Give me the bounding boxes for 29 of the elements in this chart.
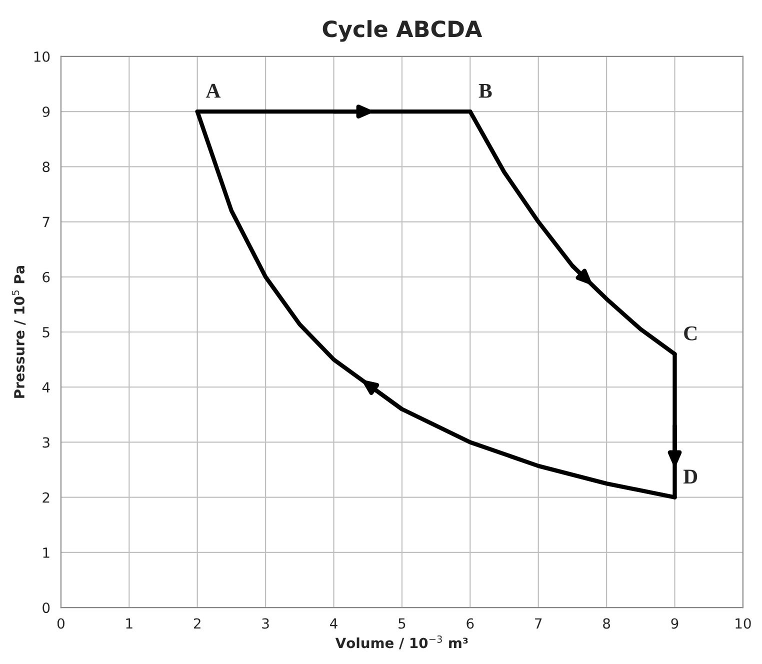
annotation: D <box>683 470 698 484</box>
y-tick-label: 7 <box>42 216 50 228</box>
x-tick-label: 2 <box>194 618 200 629</box>
annotation: B <box>478 84 492 98</box>
x-tick-label: 1 <box>126 618 132 629</box>
x-tick-label: 7 <box>535 618 542 629</box>
y-tick-label: 6 <box>42 272 50 282</box>
y-tick-label: 9 <box>42 106 50 118</box>
annotation: C <box>684 326 697 340</box>
x-tick-label: 4 <box>330 618 338 629</box>
y-tick-label: 2 <box>42 492 50 503</box>
y-tick-label: 4 <box>42 382 50 392</box>
y-tick-label: 3 <box>42 437 50 448</box>
annotation: A <box>206 84 221 98</box>
x-tick-label: 6 <box>466 618 474 629</box>
y-tick-label: 0 <box>42 602 50 614</box>
x-axis-title: Volume / 10$^{−3}$ m³ <box>335 635 468 650</box>
y-tick-label: 5 <box>42 327 50 338</box>
x-tick-label: 9 <box>671 618 678 629</box>
y-axis-title: Pressure / 10$^{5}$ Pa <box>12 266 26 398</box>
x-tick-label: 8 <box>603 618 610 629</box>
x-tick-label: 3 <box>262 618 269 629</box>
x-tick-label: 5 <box>398 618 406 629</box>
y-tick-label: 8 <box>42 162 50 172</box>
x-tick-label: 10 <box>736 618 751 629</box>
x-tick-label: 0 <box>57 618 64 629</box>
chart-title: Cycle ABCDA <box>322 20 482 42</box>
y-tick-label: 10 <box>34 51 50 62</box>
y-tick-label: 1 <box>43 548 50 558</box>
